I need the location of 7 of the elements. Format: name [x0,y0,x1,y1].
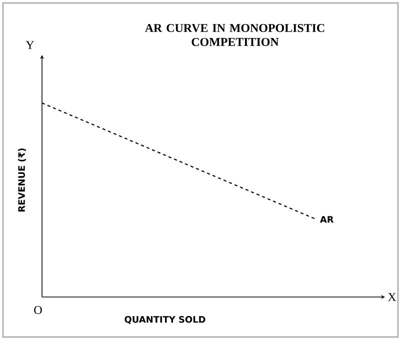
x-axis-title: QUANTITY SOLD [124,316,206,324]
series-label: AR [320,216,334,223]
y-axis-title: REVENUE (₹) [18,148,26,212]
text: O [34,306,42,314]
chart-title: AR CURVE IN MONOPOLISTIC COMPETITION [144,24,324,46]
text: X [388,293,396,301]
text: Y [26,41,34,49]
